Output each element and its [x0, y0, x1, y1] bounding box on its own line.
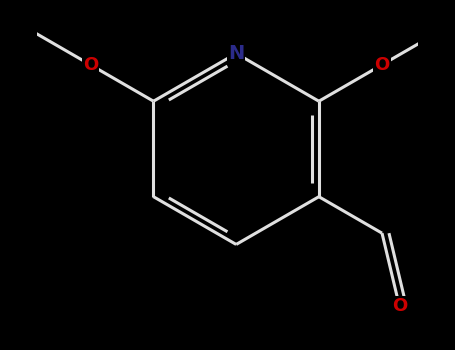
- Text: N: N: [228, 44, 244, 63]
- Text: O: O: [374, 56, 389, 74]
- Text: O: O: [83, 56, 98, 74]
- Text: O: O: [392, 297, 407, 315]
